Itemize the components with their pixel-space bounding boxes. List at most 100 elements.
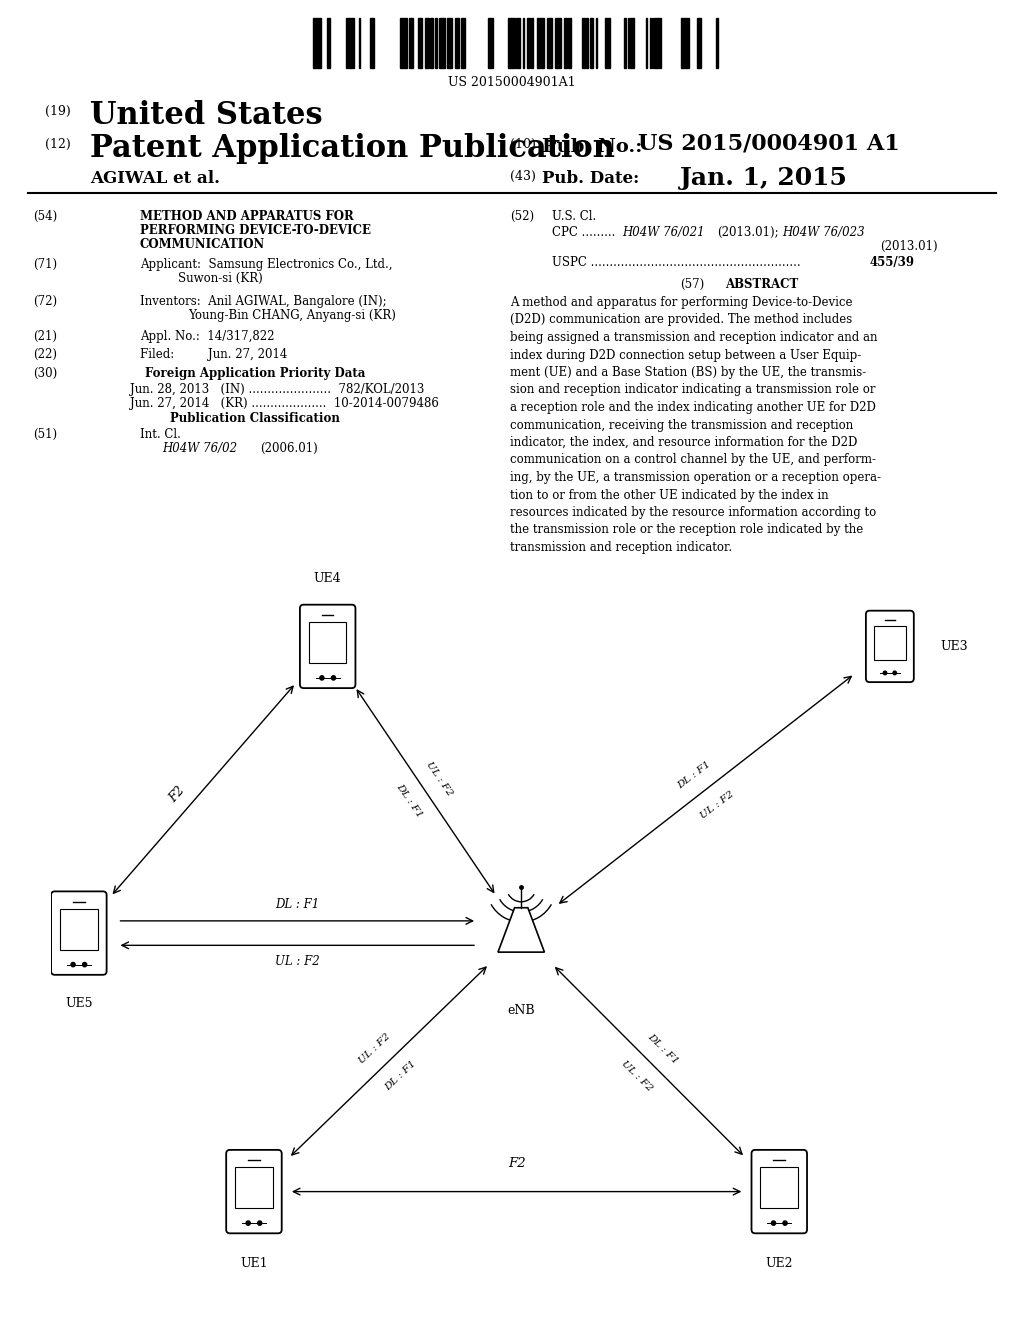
Text: eNB: eNB [508, 1003, 535, 1016]
Bar [409, 18, 413, 69]
Text: Jun. 28, 2013   (IN) ......................  782/KOL/2013: Jun. 28, 2013 (IN) .....................… [130, 383, 424, 396]
Text: (2013.01);: (2013.01); [717, 226, 778, 239]
Bar [555, 18, 561, 69]
Text: Applicant:  Samsung Electronics Co., Ltd.,: Applicant: Samsung Electronics Co., Ltd.… [140, 257, 392, 271]
Bar [346, 18, 354, 69]
Text: (72): (72) [33, 294, 57, 308]
Circle shape [884, 671, 887, 675]
Text: F2: F2 [167, 784, 187, 805]
Text: UE1: UE1 [241, 1258, 267, 1270]
Bar [874, 626, 905, 660]
Text: (71): (71) [33, 257, 57, 271]
Bar [582, 18, 585, 69]
Bar [313, 18, 321, 69]
Text: UE3: UE3 [941, 640, 968, 653]
Text: (2006.01): (2006.01) [260, 442, 317, 455]
Bar [370, 18, 374, 69]
Text: Foreign Application Priority Data: Foreign Application Priority Data [144, 367, 366, 380]
Text: H04W 76/023: H04W 76/023 [782, 226, 864, 239]
Text: A method and apparatus for performing Device-to-Device
(D2D) communication are p: A method and apparatus for performing De… [510, 296, 881, 554]
Bar [654, 18, 662, 69]
Text: CPC .........: CPC ......... [552, 226, 615, 239]
Text: DL : F1: DL : F1 [275, 899, 319, 911]
FancyBboxPatch shape [752, 1150, 807, 1233]
Bar [547, 18, 552, 69]
Circle shape [246, 1221, 250, 1225]
Text: (52): (52) [510, 210, 535, 223]
FancyBboxPatch shape [300, 605, 355, 688]
Text: US 2015/0004901 A1: US 2015/0004901 A1 [638, 133, 900, 154]
Bar [568, 18, 571, 69]
Bar [60, 908, 97, 950]
Bar [425, 18, 429, 69]
Text: UL : F2: UL : F2 [621, 1059, 654, 1093]
Text: UL : F2: UL : F2 [698, 789, 735, 820]
Text: DL : F1: DL : F1 [394, 781, 424, 820]
Bar [418, 18, 422, 69]
Circle shape [332, 676, 336, 680]
Text: AGIWAL et al.: AGIWAL et al. [90, 170, 220, 187]
Bar [605, 18, 610, 69]
Circle shape [893, 671, 896, 675]
Text: (22): (22) [33, 348, 57, 360]
Bar [531, 18, 534, 69]
Text: 455/39: 455/39 [870, 256, 915, 269]
Bar [516, 18, 520, 69]
Bar [327, 18, 330, 69]
Text: USPC ........................................................: USPC ...................................… [552, 256, 801, 269]
Text: Filed:         Jun. 27, 2014: Filed: Jun. 27, 2014 [140, 348, 288, 360]
Circle shape [771, 1221, 775, 1225]
FancyBboxPatch shape [866, 611, 913, 682]
FancyBboxPatch shape [51, 891, 106, 974]
Text: Inventors:  Anil AGIWAL, Bangalore (IN);: Inventors: Anil AGIWAL, Bangalore (IN); [140, 294, 387, 308]
Circle shape [83, 962, 87, 966]
Text: Jan. 1, 2015: Jan. 1, 2015 [680, 166, 848, 190]
Text: (30): (30) [33, 367, 57, 380]
Polygon shape [498, 908, 545, 952]
Text: DL : F1: DL : F1 [646, 1032, 680, 1065]
Bar [697, 18, 701, 69]
Text: (43): (43) [510, 170, 536, 183]
Text: UE2: UE2 [766, 1258, 793, 1270]
Text: Publication Classification: Publication Classification [170, 412, 340, 425]
Text: DL : F1: DL : F1 [383, 1059, 418, 1093]
Text: Int. Cl.: Int. Cl. [140, 428, 181, 441]
Bar [590, 18, 593, 69]
Text: Pub. Date:: Pub. Date: [542, 170, 639, 187]
Bar [430, 18, 433, 69]
Text: COMMUNICATION: COMMUNICATION [140, 238, 265, 251]
Bar [439, 18, 445, 69]
Text: United States: United States [90, 100, 323, 131]
Bar [236, 1167, 272, 1208]
Circle shape [783, 1221, 787, 1225]
Bar [537, 18, 544, 69]
Text: Young-Bin CHANG, Anyang-si (KR): Young-Bin CHANG, Anyang-si (KR) [188, 309, 396, 322]
Text: Patent Application Publication: Patent Application Publication [90, 133, 615, 164]
Text: UL : F2: UL : F2 [274, 954, 319, 968]
Text: UE4: UE4 [314, 573, 341, 585]
Text: Jun. 27, 2014   (KR) ....................  10-2014-0079486: Jun. 27, 2014 (KR) .................... … [130, 397, 439, 411]
Bar [435, 18, 437, 69]
Text: UL : F2: UL : F2 [357, 1032, 392, 1065]
Circle shape [258, 1221, 262, 1225]
Text: UL : F2: UL : F2 [425, 760, 455, 797]
Bar [400, 18, 407, 69]
Text: F2: F2 [508, 1156, 525, 1170]
Text: (21): (21) [33, 330, 57, 343]
Text: PERFORMING DEVICE-TO-DEVICE: PERFORMING DEVICE-TO-DEVICE [140, 224, 371, 238]
Circle shape [319, 676, 324, 680]
FancyBboxPatch shape [226, 1150, 282, 1233]
Text: (12): (12) [45, 139, 71, 150]
Bar [309, 622, 346, 663]
Text: Suwon-si (KR): Suwon-si (KR) [178, 272, 263, 285]
Text: H04W 76/02: H04W 76/02 [162, 442, 238, 455]
Text: (2013.01): (2013.01) [880, 240, 938, 253]
Text: Pub. No.:: Pub. No.: [542, 139, 642, 156]
Text: U.S. Cl.: U.S. Cl. [552, 210, 596, 223]
Bar [761, 1167, 798, 1208]
Text: (57): (57) [680, 279, 705, 290]
Bar [630, 18, 634, 69]
Bar [447, 18, 452, 69]
Bar [508, 18, 515, 69]
Text: (10): (10) [510, 139, 536, 150]
